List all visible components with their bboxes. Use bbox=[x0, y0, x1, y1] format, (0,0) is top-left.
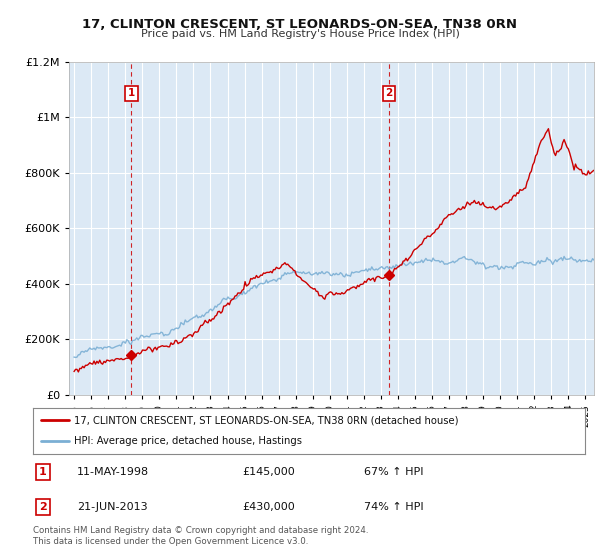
Text: £145,000: £145,000 bbox=[243, 467, 296, 477]
Text: 17, CLINTON CRESCENT, ST LEONARDS-ON-SEA, TN38 0RN: 17, CLINTON CRESCENT, ST LEONARDS-ON-SEA… bbox=[83, 18, 517, 31]
Text: 67% ↑ HPI: 67% ↑ HPI bbox=[364, 467, 424, 477]
Text: 17, CLINTON CRESCENT, ST LEONARDS-ON-SEA, TN38 0RN (detached house): 17, CLINTON CRESCENT, ST LEONARDS-ON-SEA… bbox=[74, 415, 459, 425]
Text: Price paid vs. HM Land Registry's House Price Index (HPI): Price paid vs. HM Land Registry's House … bbox=[140, 29, 460, 39]
Text: 1: 1 bbox=[39, 467, 47, 477]
Text: 11-MAY-1998: 11-MAY-1998 bbox=[77, 467, 149, 477]
Text: HPI: Average price, detached house, Hastings: HPI: Average price, detached house, Hast… bbox=[74, 436, 302, 446]
Text: 1: 1 bbox=[128, 88, 135, 98]
Text: 21-JUN-2013: 21-JUN-2013 bbox=[77, 502, 148, 512]
Text: £430,000: £430,000 bbox=[243, 502, 296, 512]
Text: 2: 2 bbox=[385, 88, 392, 98]
Text: Contains HM Land Registry data © Crown copyright and database right 2024.
This d: Contains HM Land Registry data © Crown c… bbox=[33, 526, 368, 546]
Text: 2: 2 bbox=[39, 502, 47, 512]
Text: 74% ↑ HPI: 74% ↑ HPI bbox=[364, 502, 424, 512]
